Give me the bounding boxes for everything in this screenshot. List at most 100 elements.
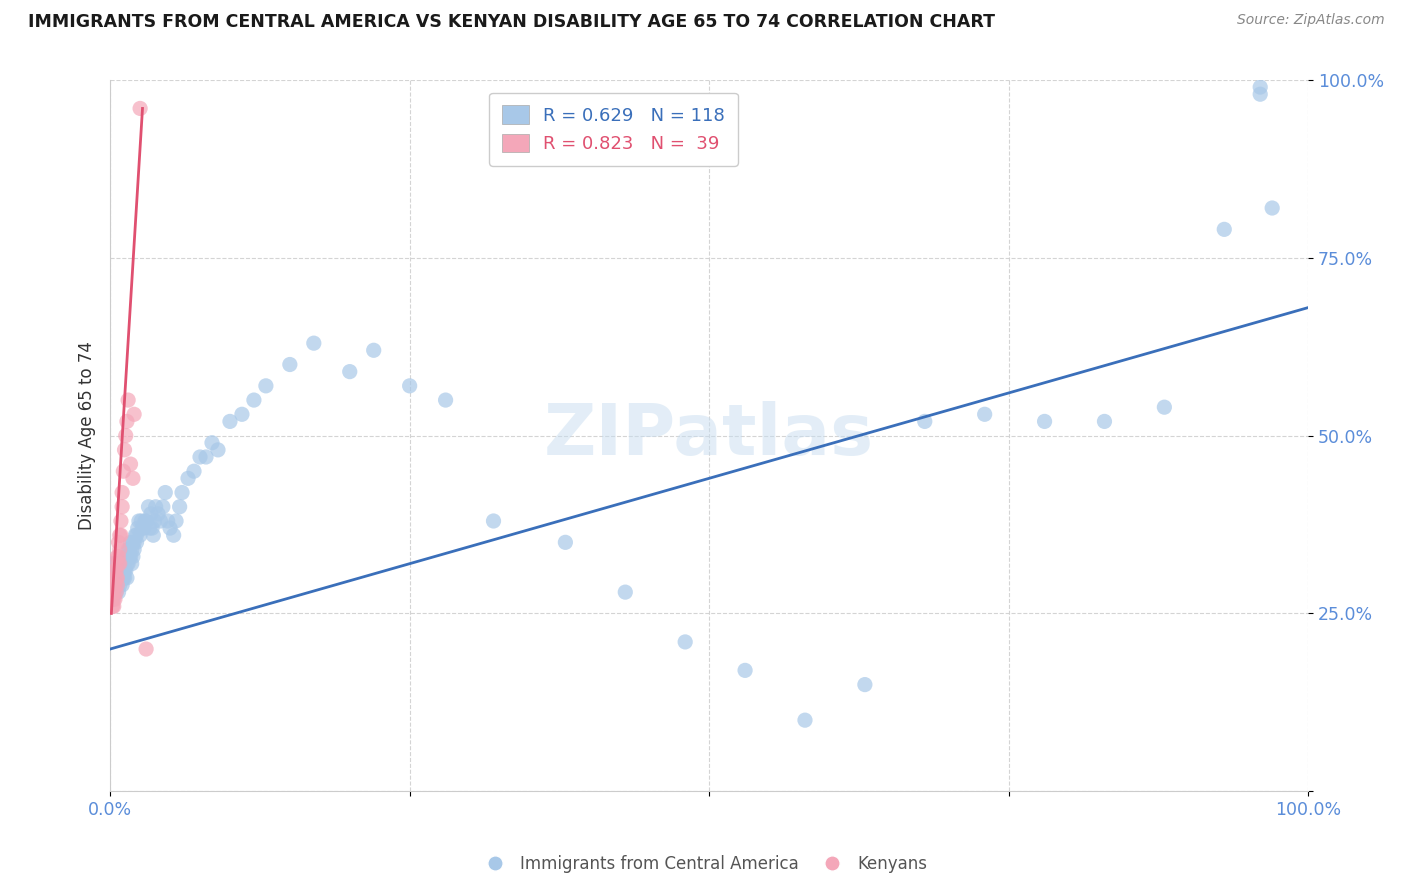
Point	[125, 535, 148, 549]
Point	[129, 102, 152, 116]
Point	[302, 336, 325, 351]
Point	[120, 535, 142, 549]
Point	[1249, 80, 1271, 95]
Point	[105, 564, 128, 578]
Point	[107, 585, 129, 599]
Point	[120, 549, 142, 564]
Legend: R = 0.629   N = 118, R = 0.823   N =  39: R = 0.629 N = 118, R = 0.823 N = 39	[489, 93, 738, 166]
Point	[111, 571, 134, 585]
Point	[100, 585, 122, 599]
Point	[254, 379, 277, 393]
Point	[105, 571, 128, 585]
Point	[231, 407, 253, 421]
Point	[141, 521, 163, 535]
Point	[169, 500, 191, 514]
Point	[117, 393, 139, 408]
Point	[278, 358, 301, 372]
Point	[115, 571, 138, 585]
Point	[107, 549, 129, 564]
Point	[122, 471, 145, 485]
Point	[122, 535, 145, 549]
Point	[108, 542, 131, 557]
Text: IMMIGRANTS FROM CENTRAL AMERICA VS KENYAN DISABILITY AGE 65 TO 74 CORRELATION CH: IMMIGRANTS FROM CENTRAL AMERICA VS KENYA…	[28, 13, 995, 31]
Point	[105, 571, 128, 585]
Point	[115, 414, 138, 428]
Point	[138, 521, 160, 535]
Point	[135, 514, 157, 528]
Point	[103, 592, 125, 607]
Point	[1249, 87, 1271, 102]
Point	[114, 564, 136, 578]
Point	[111, 557, 134, 571]
Point	[114, 428, 136, 442]
Point	[177, 471, 200, 485]
Point	[135, 642, 157, 657]
Point	[104, 592, 127, 607]
Text: ZIPatlas: ZIPatlas	[544, 401, 875, 470]
Point	[117, 542, 139, 557]
Point	[134, 514, 156, 528]
Point	[120, 457, 142, 471]
Point	[673, 635, 696, 649]
Point	[122, 542, 145, 557]
Point	[183, 464, 205, 478]
Point	[105, 564, 128, 578]
Point	[105, 549, 128, 564]
Point	[103, 578, 125, 592]
Point	[115, 557, 138, 571]
Point	[363, 343, 385, 358]
Point	[201, 435, 224, 450]
Point	[104, 557, 127, 571]
Point	[398, 379, 420, 393]
Point	[138, 500, 160, 514]
Point	[114, 557, 136, 571]
Y-axis label: Disability Age 65 to 74: Disability Age 65 to 74	[79, 342, 96, 530]
Point	[103, 578, 125, 592]
Point	[103, 585, 125, 599]
Point	[105, 557, 128, 571]
Point	[188, 450, 211, 464]
Point	[110, 571, 132, 585]
Point	[112, 557, 135, 571]
Point	[434, 393, 457, 408]
Point	[155, 485, 177, 500]
Text: Source: ZipAtlas.com: Source: ZipAtlas.com	[1237, 13, 1385, 28]
Point	[114, 571, 136, 585]
Point	[115, 549, 138, 564]
Point	[122, 535, 145, 549]
Point	[195, 450, 218, 464]
Point	[112, 564, 135, 578]
Point	[108, 571, 131, 585]
Point	[112, 571, 135, 585]
Point	[108, 564, 131, 578]
Point	[142, 528, 165, 542]
Point	[103, 564, 125, 578]
Point	[165, 514, 187, 528]
Point	[122, 549, 145, 564]
Point	[105, 564, 128, 578]
Point	[112, 464, 135, 478]
Point	[101, 592, 124, 607]
Point	[100, 585, 122, 599]
Point	[103, 599, 125, 614]
Point	[482, 514, 505, 528]
Point	[243, 393, 266, 408]
Point	[105, 557, 128, 571]
Point	[105, 578, 128, 592]
Point	[110, 564, 132, 578]
Point	[128, 514, 150, 528]
Point	[100, 592, 122, 607]
Point	[131, 521, 153, 535]
Point	[1153, 400, 1175, 414]
Point	[125, 528, 148, 542]
Point	[132, 521, 155, 535]
Point	[108, 578, 131, 592]
Point	[103, 585, 125, 599]
Point	[114, 442, 136, 457]
Point	[339, 365, 361, 379]
Point	[108, 557, 131, 571]
Point	[143, 514, 166, 528]
Point	[101, 557, 124, 571]
Point	[118, 549, 141, 564]
Point	[121, 542, 143, 557]
